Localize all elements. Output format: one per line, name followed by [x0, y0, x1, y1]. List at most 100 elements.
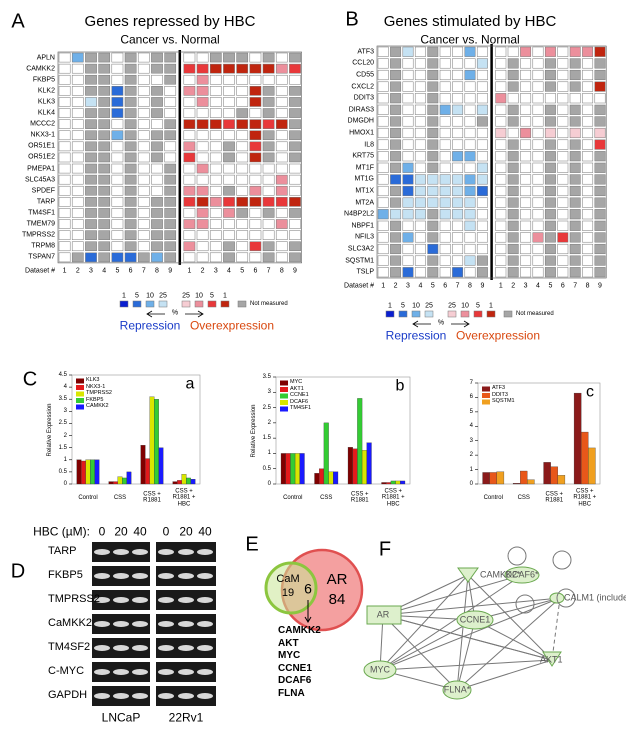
heatmap-cell: [151, 230, 163, 240]
heatmap-cell: [236, 63, 249, 74]
heatmap-cell: [520, 116, 532, 127]
y-tick-label: 2: [267, 419, 271, 426]
heatmap-cell: [507, 69, 519, 81]
heatmap-cell: [582, 174, 594, 185]
dataset-number: 4: [102, 267, 107, 275]
heatmap-cell: [594, 104, 606, 115]
bar: [108, 481, 114, 485]
dataset-number: 5: [240, 267, 245, 275]
bar: [366, 442, 372, 485]
overexpression-label: Overexpression: [189, 318, 275, 333]
heatmap-cell: [594, 162, 606, 173]
heatmap-cell: [532, 46, 544, 57]
legend-label: Not measured: [516, 310, 554, 317]
heatmap-cell: [111, 52, 124, 63]
heatmap-cell: [164, 152, 177, 163]
heatmap-cell: [557, 127, 569, 139]
heatmap-cell: [427, 174, 439, 185]
bar: [588, 447, 596, 485]
heatmap-cell: [427, 81, 439, 92]
heatmap-cell: [569, 127, 581, 139]
heatmap-cell: [402, 174, 414, 185]
heatmap-cell: [196, 152, 209, 163]
heatmap-cell: [495, 151, 507, 162]
x-tick-label: CSS + R1881: [143, 491, 161, 504]
heatmap-cell: [495, 197, 507, 208]
legend-swatch: [145, 300, 155, 308]
heatmap-cell: [390, 58, 402, 69]
dataset-number: 8: [468, 282, 472, 290]
heatmap-cell: [71, 119, 84, 129]
plot-frame: [477, 382, 601, 485]
heatmap-cell: [275, 241, 288, 252]
gene-label: C-MYC: [48, 665, 85, 678]
repression-label: Repression: [385, 328, 447, 343]
heatmap-cell: [476, 93, 488, 104]
heatmap-cell: [464, 93, 476, 104]
gene-label: CD55: [356, 71, 374, 79]
legend-swatch: [482, 399, 490, 405]
dataset-number: 9: [293, 267, 297, 275]
heatmap-cell: [196, 74, 209, 85]
heatmap-cell: [390, 255, 402, 266]
legend-swatch: [385, 310, 395, 318]
heatmap-cell: [414, 81, 426, 92]
heatmap-cell: [249, 241, 262, 252]
gene-label: GAPDH: [48, 689, 88, 702]
heatmap-cell: [111, 230, 124, 240]
heatmap-cell: [452, 185, 464, 197]
heatmap-cell: [520, 232, 532, 243]
bar: [328, 471, 334, 485]
heatmap-cell: [452, 197, 464, 208]
panel-letter: D: [10, 560, 26, 583]
heatmap-cell: [124, 197, 137, 207]
heatmap-cell: [223, 163, 235, 174]
y-axis-label: Relative Expression: [46, 402, 53, 457]
heatmap-cell: [414, 151, 426, 162]
heatmap-cell: [495, 127, 507, 139]
dataset-number: 1: [62, 267, 67, 275]
heatmap-cell: [98, 63, 111, 74]
heatmap-cell: [85, 230, 97, 240]
heatmap-cell: [594, 93, 606, 104]
legend-value: 10: [461, 302, 469, 310]
heatmap-cell: [85, 63, 97, 74]
heatmap-cell: [532, 93, 544, 104]
gene-label: HMOX1: [349, 129, 374, 137]
bar: [113, 481, 118, 485]
heatmap-cell: [236, 97, 249, 107]
heatmap-cell: [520, 255, 532, 266]
heatmap-cell: [85, 219, 97, 229]
legend-label: CAMKK2: [86, 403, 109, 410]
heatmap-cell: [124, 108, 137, 118]
network-edge: [379, 597, 561, 671]
heatmap-cell: [236, 119, 249, 129]
heatmap-cell: [236, 174, 249, 185]
heatmap-cell: [164, 252, 177, 263]
gene-label: APLN: [36, 53, 55, 61]
heatmap-cell: [569, 255, 581, 266]
heatmap-cell: [532, 209, 544, 220]
bar: [319, 468, 325, 485]
heatmap-cell: [495, 232, 507, 243]
legend-value: 5: [135, 292, 139, 300]
heatmap-cell: [151, 108, 163, 118]
heatmap-cell: [71, 241, 84, 252]
heatmap-cell: [58, 197, 71, 207]
bar: [581, 431, 589, 485]
heatmap-cell: [275, 86, 288, 96]
heatmap-cell: [289, 230, 301, 240]
heatmap-cell: [98, 52, 111, 63]
heatmap-cell: [262, 52, 275, 63]
heatmap-cell: [85, 252, 97, 263]
heatmap-cell: [289, 119, 301, 129]
heatmap-cell: [98, 141, 111, 152]
venn-count: 6: [304, 580, 312, 597]
heatmap-cell: [476, 185, 488, 197]
gene-name: CCNE1: [278, 662, 312, 674]
heatmap-cell: [452, 255, 464, 266]
legend-swatch: [280, 406, 288, 412]
heatmap-cell: [137, 230, 150, 240]
node-shape: [442, 680, 472, 700]
bar: [357, 398, 363, 485]
